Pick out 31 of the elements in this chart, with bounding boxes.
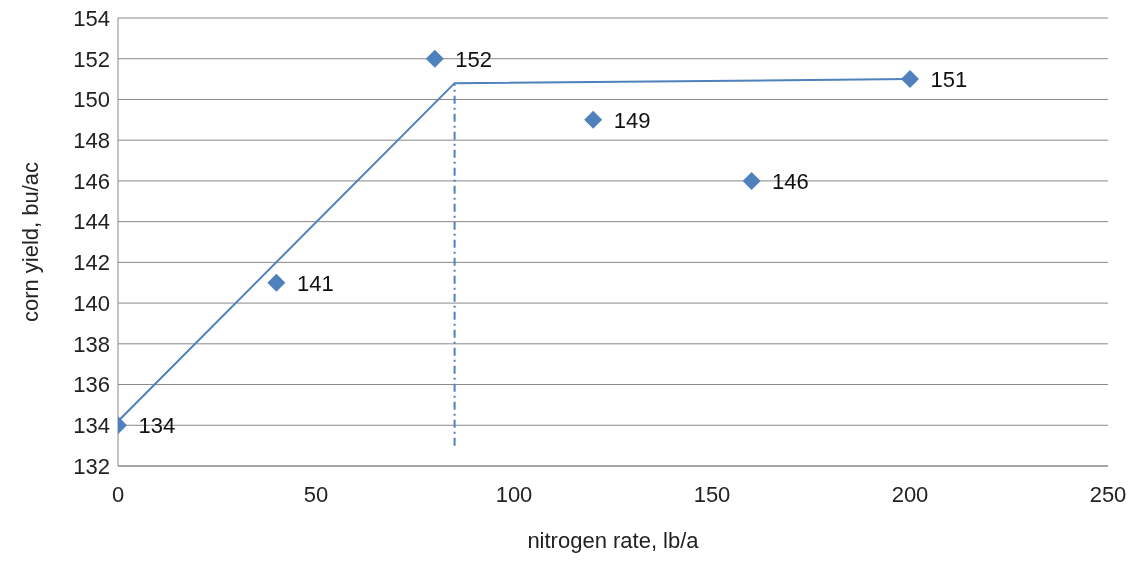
x-tick-label: 250 (1089, 481, 1127, 507)
x-axis-title: nitrogen rate, lb/a (527, 528, 700, 553)
data-label: 141 (296, 270, 334, 296)
data-label: 151 (930, 66, 968, 92)
x-tick-label: 150 (693, 481, 731, 507)
data-label: 149 (613, 107, 651, 133)
y-tick-label: 144 (73, 209, 110, 235)
point (425, 49, 444, 68)
x-tick-label: 0 (111, 481, 125, 507)
y-axis-title: corn yield, bu/ac (17, 161, 43, 323)
data-label: 146 (772, 168, 809, 194)
data-label: 134 (138, 413, 176, 439)
y-tick-label: 150 (73, 87, 110, 113)
x-tick-label: 200 (891, 481, 929, 507)
point (267, 273, 286, 292)
point (742, 171, 761, 190)
point (584, 110, 603, 129)
x-tick-label: 100 (495, 481, 533, 507)
y-tick-label: 132 (73, 453, 110, 479)
y-tick-label: 138 (73, 331, 110, 357)
y-tick-label: 136 (73, 372, 110, 398)
data-label: 152 (455, 46, 493, 72)
y-tick-label: 148 (73, 127, 110, 153)
y-tick-label: 134 (73, 413, 110, 439)
y-tick-label: 154 (73, 5, 110, 31)
y-tick-label: 152 (73, 46, 110, 72)
y-tick-label: 142 (73, 250, 110, 276)
x-tick-label: 50 (303, 481, 329, 507)
y-tick-label: 140 (73, 290, 110, 316)
point (901, 70, 919, 89)
y-tick-label: 146 (73, 168, 110, 194)
